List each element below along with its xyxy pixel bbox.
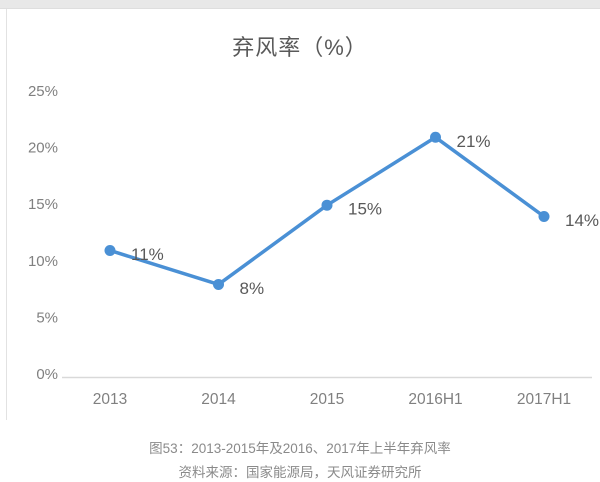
x-axis-tick-label: 2016H1 xyxy=(408,391,462,408)
top-border-strip xyxy=(0,0,600,9)
y-axis-tick-label: 10% xyxy=(28,253,58,270)
y-axis-tick-label: 25% xyxy=(28,83,58,100)
data-point-marker xyxy=(430,131,441,143)
x-axis-tick-label: 2015 xyxy=(310,391,344,408)
data-point-marker xyxy=(321,199,333,211)
x-axis-tick-label: 2013 xyxy=(93,391,127,408)
x-axis-tick-label: 2017H1 xyxy=(517,391,571,408)
source-caption: 资料来源：国家能源局，天风证券研究所 xyxy=(178,465,422,480)
data-point-marker xyxy=(538,211,550,223)
series-line xyxy=(108,135,546,287)
data-point-marker xyxy=(104,244,116,256)
data-point-marker xyxy=(213,278,224,290)
figure-caption: 图53：2013-2015年及2016、2017年上半年弃风率 xyxy=(149,441,451,456)
chart-card-left-border xyxy=(6,9,7,420)
chart-title: 弃风率（%） xyxy=(232,35,368,60)
data-point-label: 11% xyxy=(131,245,164,264)
y-axis-tick-label: 20% xyxy=(28,140,58,157)
x-axis-tick-label: 2014 xyxy=(201,391,236,408)
data-point-label: 8% xyxy=(240,279,265,298)
y-axis-tick-label: 0% xyxy=(36,366,58,383)
data-point-label: 14% xyxy=(565,211,599,230)
data-point-label: 21% xyxy=(457,132,491,151)
data-point-label: 15% xyxy=(348,200,382,219)
y-axis-tick-label: 15% xyxy=(28,196,58,213)
y-axis-tick-label: 5% xyxy=(36,309,58,326)
line-chart: 0% 5% 10% 15% 20% 25% 2013 2014 2015 2016H1 2017H1… xyxy=(28,83,599,408)
